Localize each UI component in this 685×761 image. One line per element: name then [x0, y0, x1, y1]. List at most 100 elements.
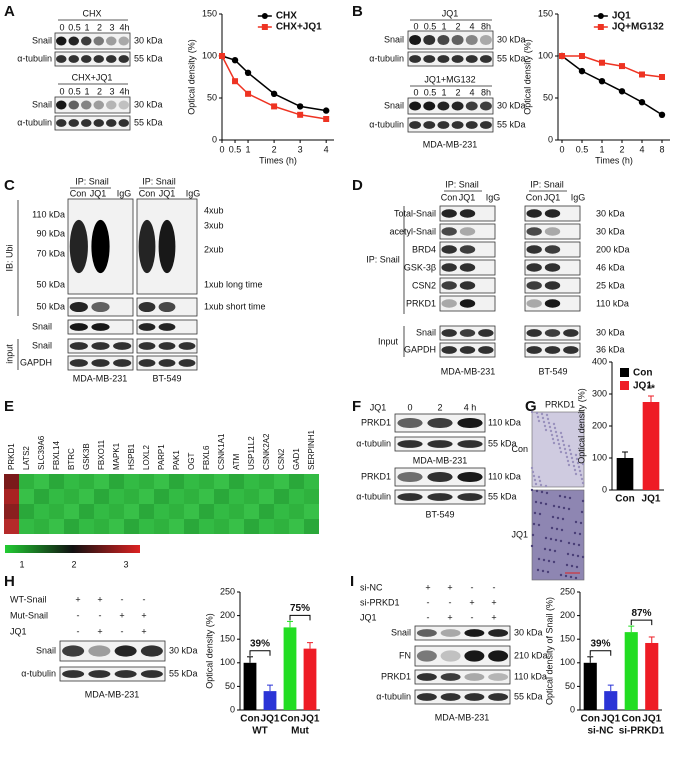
- label: IgG: [117, 188, 132, 198]
- label: PRKD1: [361, 471, 391, 481]
- band: [544, 329, 561, 337]
- label: 8h: [481, 21, 491, 31]
- ihc-stain: [552, 560, 556, 564]
- label: 50: [543, 92, 553, 102]
- ihc-stain: [530, 488, 534, 492]
- label: 0: [602, 484, 607, 494]
- label: GAPDH: [404, 344, 436, 354]
- band: [56, 36, 67, 46]
- ihc-stain: [530, 410, 534, 414]
- band: [81, 36, 92, 46]
- band: [158, 219, 176, 274]
- label: 55 kDa: [488, 491, 517, 501]
- label: 1: [599, 144, 604, 154]
- ihc-stain: [547, 421, 551, 425]
- band: [118, 119, 129, 127]
- label: Con: [622, 714, 641, 725]
- ihc-stain: [555, 527, 559, 531]
- label: Snail: [32, 35, 52, 45]
- band: [544, 346, 561, 354]
- label: 30 kDa: [497, 100, 526, 110]
- label: 4: [324, 144, 329, 154]
- label: 46 kDa: [596, 262, 625, 272]
- band: [427, 440, 453, 448]
- label: α-tubulin: [21, 668, 56, 678]
- band: [440, 673, 461, 681]
- label: 0: [230, 704, 235, 714]
- label: si-NC: [360, 582, 383, 592]
- bracket: [289, 614, 311, 621]
- ihc-stain: [556, 516, 560, 520]
- band: [459, 227, 476, 236]
- blot: [414, 669, 511, 685]
- label: Snail: [384, 34, 404, 44]
- ihc-stain: [536, 568, 540, 572]
- heat-cell: [229, 489, 244, 504]
- heat-cell: [229, 519, 244, 534]
- ihc-stain: [571, 553, 575, 557]
- label: Con: [615, 494, 634, 505]
- ihc-stain: [537, 557, 541, 561]
- heat-cell: [304, 504, 319, 519]
- band: [118, 55, 129, 63]
- label: α-tubulin: [356, 491, 391, 501]
- label: Optical density (%): [204, 613, 214, 689]
- bar: [283, 627, 297, 710]
- heat-cell: [4, 489, 19, 504]
- band: [441, 209, 457, 218]
- heat-cell: [34, 519, 49, 534]
- label: 55 kDa: [134, 53, 163, 63]
- band: [526, 245, 542, 254]
- heat-cell: [64, 504, 79, 519]
- label: +: [425, 582, 430, 592]
- band: [68, 55, 79, 63]
- label: E: [4, 398, 14, 415]
- ihc-stain: [578, 532, 582, 536]
- heat-cell: [244, 489, 259, 504]
- ihc-stain: [566, 552, 570, 556]
- label: 2: [619, 144, 624, 154]
- label: IgG: [571, 192, 586, 202]
- label: JQ1: [633, 381, 652, 392]
- heat-cell: [124, 519, 139, 534]
- band: [138, 219, 156, 274]
- bar: [243, 662, 257, 710]
- band: [478, 346, 494, 354]
- label: D: [352, 177, 363, 194]
- heat-cell: [244, 504, 259, 519]
- band: [397, 471, 423, 483]
- point: [322, 107, 330, 114]
- heat-cell: [154, 519, 169, 534]
- band: [526, 299, 542, 308]
- band: [441, 346, 457, 354]
- heat-cell: [19, 474, 34, 489]
- heat-cell: [244, 474, 259, 489]
- band: [544, 263, 561, 272]
- band: [526, 329, 542, 337]
- band: [464, 693, 485, 701]
- ihc-stain: [555, 434, 559, 438]
- heat-cell: [154, 504, 169, 519]
- label: 8: [659, 144, 664, 154]
- label: 1: [84, 86, 89, 96]
- heat-cell: [289, 519, 304, 534]
- heat-cell: [154, 474, 169, 489]
- label: WT-Snail: [10, 594, 47, 604]
- heat-cell: [139, 519, 154, 534]
- heat-cell: [184, 474, 199, 489]
- band: [114, 645, 137, 657]
- heat-cell: [94, 504, 109, 519]
- label: 3xub: [204, 220, 224, 230]
- band: [106, 100, 117, 110]
- color-scale: [5, 545, 140, 553]
- band: [93, 100, 104, 110]
- ihc-stain: [565, 563, 569, 567]
- ihc-stain: [536, 415, 540, 419]
- heat-cell: [289, 504, 304, 519]
- ihc-stain: [545, 491, 549, 495]
- band: [563, 329, 579, 337]
- label: 0: [59, 86, 64, 96]
- label: PRKD1: [545, 399, 575, 409]
- label: 55 kDa: [514, 691, 543, 701]
